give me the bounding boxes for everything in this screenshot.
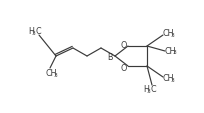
Text: CH: CH bbox=[162, 29, 174, 38]
Text: 3: 3 bbox=[32, 31, 35, 36]
Text: O: O bbox=[120, 41, 126, 50]
Text: 3: 3 bbox=[53, 72, 57, 77]
Text: CH: CH bbox=[162, 74, 174, 83]
Text: O: O bbox=[120, 63, 126, 72]
Text: 3: 3 bbox=[170, 33, 173, 38]
Text: B: B bbox=[107, 53, 112, 62]
Text: CH: CH bbox=[46, 69, 57, 78]
Text: C: C bbox=[35, 27, 41, 36]
Text: H: H bbox=[28, 27, 34, 36]
Text: 3: 3 bbox=[172, 50, 175, 54]
Text: 3: 3 bbox=[146, 88, 150, 93]
Text: H: H bbox=[142, 85, 148, 94]
Text: 3: 3 bbox=[170, 77, 173, 82]
Text: C: C bbox=[150, 85, 155, 94]
Text: CH: CH bbox=[164, 46, 176, 55]
